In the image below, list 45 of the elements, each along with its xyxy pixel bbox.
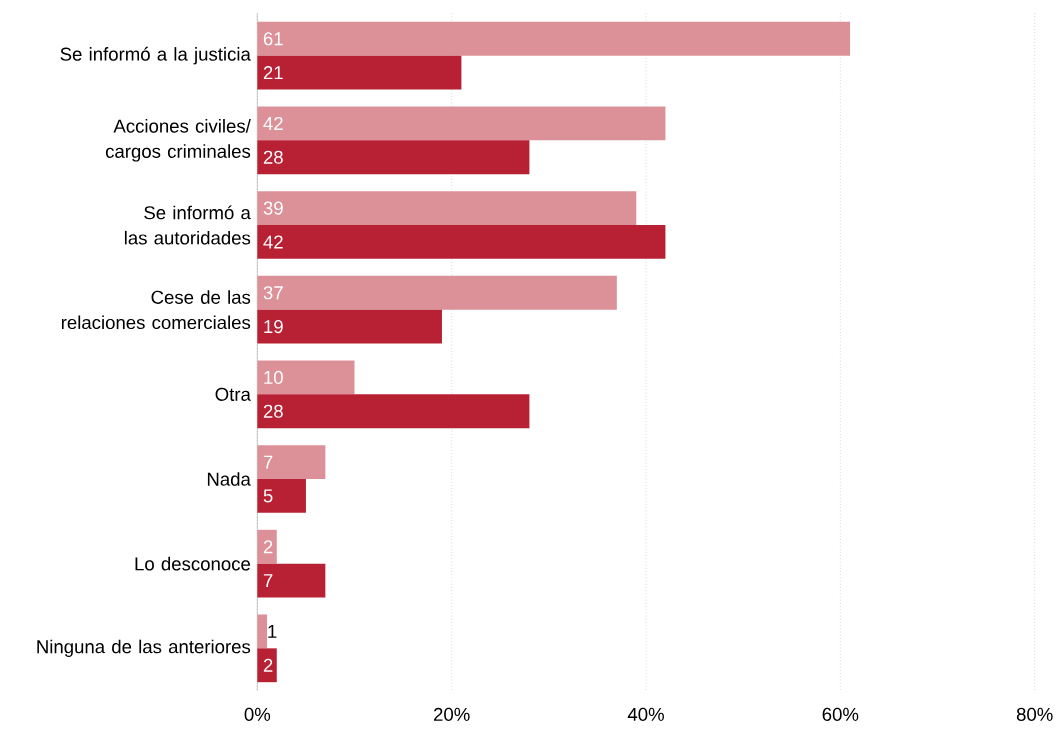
x-tick-label: 80% [1016, 707, 1053, 722]
data-label: 19 [264, 320, 283, 334]
y-tick-label: Acciones civiles/ cargos criminales [105, 119, 251, 162]
bar [257, 648, 277, 683]
bar [257, 614, 268, 649]
data-label: 39 [263, 201, 283, 215]
bar [257, 394, 530, 429]
x-tick-label: 0% [244, 707, 271, 722]
x-tick-label: 60% [822, 707, 859, 722]
y-tick-label: Ninguna de las anteriores [37, 639, 251, 658]
y-tick-label: Lo desconoce [135, 557, 251, 571]
data-label: 42 [263, 117, 283, 131]
bar [257, 106, 666, 141]
y-tick-label: Otra [215, 387, 251, 402]
data-label: 37 [263, 286, 283, 300]
bar [257, 140, 530, 175]
data-label: 1 [268, 625, 277, 638]
bar [257, 21, 851, 56]
bar [257, 445, 326, 480]
bar [257, 360, 355, 395]
data-label: 7 [263, 574, 273, 588]
bar [257, 563, 326, 598]
bar [257, 479, 306, 514]
y-tick-label: Cese de las relaciones comerciales [61, 290, 251, 330]
x-tick-label: 40% [627, 707, 664, 722]
data-label: 2 [263, 658, 273, 672]
data-label: 10 [264, 370, 283, 385]
data-label: 2 [263, 540, 273, 554]
y-tick-label: Se informó a las autoridades [124, 205, 251, 245]
x-tick-label: 20% [434, 707, 470, 722]
bar [257, 275, 617, 310]
y-tick-label: Se informó a la justicia [60, 47, 251, 65]
bar [257, 529, 277, 564]
data-label: 42 [263, 235, 283, 249]
y-tick-label: Nada [207, 472, 251, 486]
bar [257, 309, 442, 344]
data-label: 28 [263, 404, 283, 419]
data-label: 28 [263, 150, 283, 165]
data-label: 7 [263, 455, 273, 469]
data-label: 5 [263, 489, 273, 503]
data-label: 21 [263, 66, 283, 80]
data-label: 61 [263, 32, 283, 46]
bar [257, 55, 462, 90]
bar [257, 225, 666, 260]
bar [257, 191, 637, 226]
